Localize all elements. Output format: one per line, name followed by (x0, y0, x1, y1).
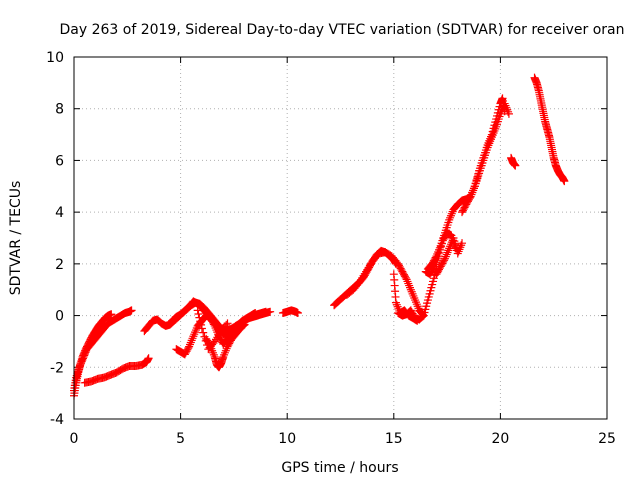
data-point (440, 256, 449, 265)
chart-title: Day 263 of 2019, Sidereal Day-to-day VTE… (60, 22, 625, 38)
data-point (197, 320, 206, 329)
data-point (127, 306, 136, 315)
data-point (200, 332, 209, 341)
data-point (504, 109, 513, 118)
y-tick-label: 10 (46, 50, 64, 66)
x-tick-label: 5 (176, 431, 185, 447)
data-point (401, 273, 410, 282)
y-tick-label: 2 (55, 257, 64, 273)
y-tick-label: 8 (55, 102, 64, 118)
data-point (195, 313, 204, 322)
x-tick-label: 10 (278, 431, 296, 447)
data-point (511, 161, 520, 170)
data-point (209, 320, 218, 329)
data-point (201, 336, 210, 345)
data-point (431, 253, 440, 262)
data-point (107, 310, 116, 319)
grid (74, 57, 607, 419)
y-tick-label: -4 (50, 412, 64, 428)
data-point (238, 322, 247, 331)
data-point (465, 194, 474, 203)
data-point (144, 354, 153, 363)
data-point (223, 319, 232, 328)
axes: 0 5 10 15 20 25 -4 -2 0 2 4 6 8 10 (46, 50, 616, 447)
y-tick-label: 0 (55, 309, 64, 325)
data-point (196, 317, 205, 326)
data-point (239, 321, 248, 330)
data-point (194, 310, 203, 319)
data-point (240, 320, 249, 329)
x-tick-label: 20 (491, 431, 509, 447)
plot-frame (73, 56, 608, 420)
data-point (184, 344, 193, 353)
y-tick-label: -2 (50, 360, 64, 376)
x-tick-label: 15 (385, 431, 403, 447)
data-points (70, 73, 569, 400)
x-tick-label: 25 (598, 431, 616, 447)
data-point (266, 307, 275, 316)
data-point (199, 328, 208, 337)
data-point (222, 320, 231, 329)
data-point (293, 308, 302, 317)
y-axis-label: SDTVAR / TECUs (8, 181, 24, 296)
x-axis-label: GPS time / hours (281, 460, 398, 476)
data-point (418, 312, 427, 321)
data-point (193, 306, 202, 315)
data-point (560, 177, 569, 186)
y-tick-label: 4 (55, 205, 64, 221)
data-point (417, 313, 426, 322)
data-point (458, 239, 467, 248)
x-tick-label: 0 (70, 431, 79, 447)
data-point (197, 324, 206, 333)
y-tick-label: 6 (55, 153, 64, 169)
